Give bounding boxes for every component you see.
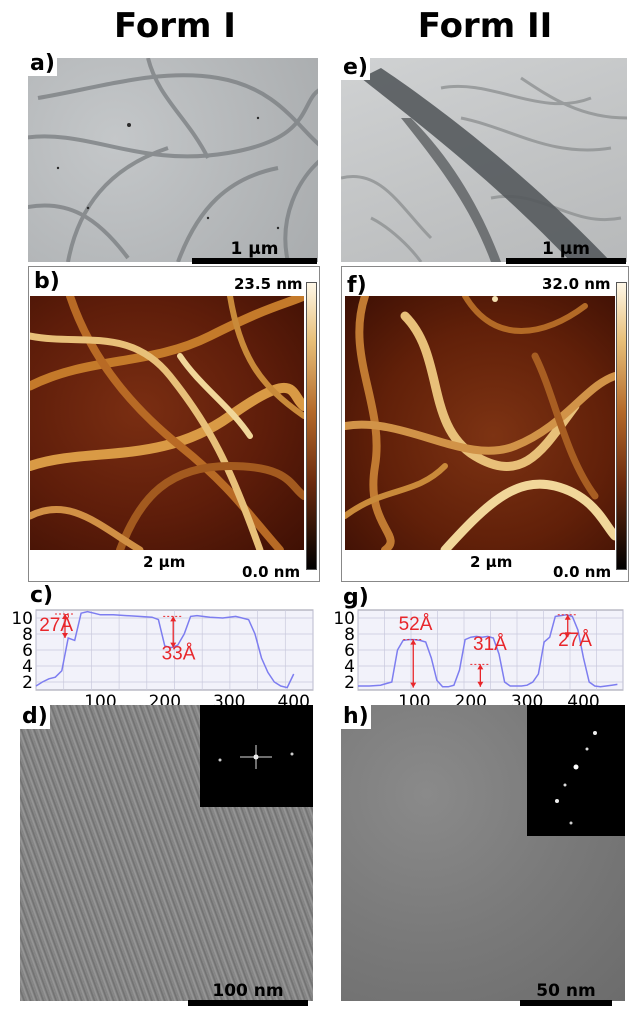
panel-label-b: b) — [34, 269, 60, 294]
afm-f-scale-label: 2 μm — [470, 553, 513, 571]
height-arrow-head-bottom — [410, 682, 417, 688]
y-tick-label: 4 — [344, 657, 355, 677]
scale-bar-d-label: 100 nm — [212, 981, 284, 1001]
y-tick-label: 8 — [344, 625, 355, 645]
y-tick-label: 10 — [333, 609, 355, 629]
y-tick-label: 10 — [11, 609, 33, 629]
fft-inset-form-1 — [200, 705, 313, 807]
panel-label-g: g) — [341, 585, 371, 610]
title-form-1: Form I — [114, 6, 236, 46]
height-annotation-label: 27Å — [558, 630, 592, 651]
afm-image-form-1 — [30, 296, 304, 550]
tem-image-form-2 — [341, 58, 627, 262]
height-arrow-head-bottom — [170, 642, 177, 648]
scale-bar-a-label: 1 μm — [230, 239, 279, 259]
panel-label-e: e) — [341, 55, 370, 80]
panel-label-c: c) — [28, 583, 56, 608]
height-arrow-head-top — [170, 616, 177, 622]
height-arrow-head-bottom — [61, 633, 68, 638]
afm-b-min-label: 0.0 nm — [242, 563, 301, 581]
y-tick-label: 8 — [22, 625, 33, 645]
height-annotation-label: 27Å — [39, 615, 73, 636]
afm-b-scale-label: 2 μm — [143, 553, 186, 571]
scale-bar-e: 1 μm — [506, 236, 626, 264]
y-tick-label: 2 — [344, 673, 355, 693]
title-form-2: Form II — [417, 6, 553, 46]
height-arrow-head-top — [564, 614, 571, 620]
scale-bar-h: 50 nm — [520, 978, 612, 1006]
afm-b-max-label: 23.5 nm — [232, 275, 305, 293]
scale-bar-h-label: 50 nm — [536, 981, 596, 1001]
tem-image-form-1 — [28, 58, 318, 262]
scale-bar-d: 100 nm — [188, 978, 308, 1006]
height-arrow-head-top — [477, 664, 484, 670]
height-annotation-label: 31Å — [473, 634, 507, 655]
hrtem-image-form-2 — [341, 705, 625, 1001]
afm-image-form-2 — [345, 296, 615, 550]
afm-f-max-label: 32.0 nm — [540, 275, 613, 293]
height-annotation-label: 33Å — [162, 644, 196, 665]
fft-inset-form-2 — [527, 705, 625, 836]
height-arrow-head-top — [410, 639, 417, 645]
height-profile-line — [35, 610, 295, 689]
y-tick-label: 6 — [22, 641, 33, 661]
height-arrow-head-bottom — [477, 681, 484, 687]
scale-bar-a: 1 μm — [192, 236, 317, 264]
hrtem-image-form-1 — [20, 705, 313, 1001]
scale-bar-e-label: 1 μm — [542, 239, 590, 259]
height-arrow-head-bottom — [564, 632, 571, 638]
panel-label-h: h) — [341, 704, 371, 729]
color-scale-bar-b — [306, 282, 317, 570]
color-scale-bar-f — [616, 282, 627, 570]
panel-label-d: d) — [20, 704, 50, 729]
panel-label-a: a) — [28, 51, 57, 76]
y-tick-label: 6 — [344, 641, 355, 661]
panel-label-f: f) — [347, 273, 367, 298]
height-arrow-head-top — [61, 614, 68, 619]
y-tick-label: 4 — [22, 657, 33, 677]
y-tick-label: 2 — [22, 673, 33, 693]
afm-f-min-label: 0.0 nm — [553, 563, 612, 581]
height-annotation-label: 52Å — [399, 614, 433, 635]
